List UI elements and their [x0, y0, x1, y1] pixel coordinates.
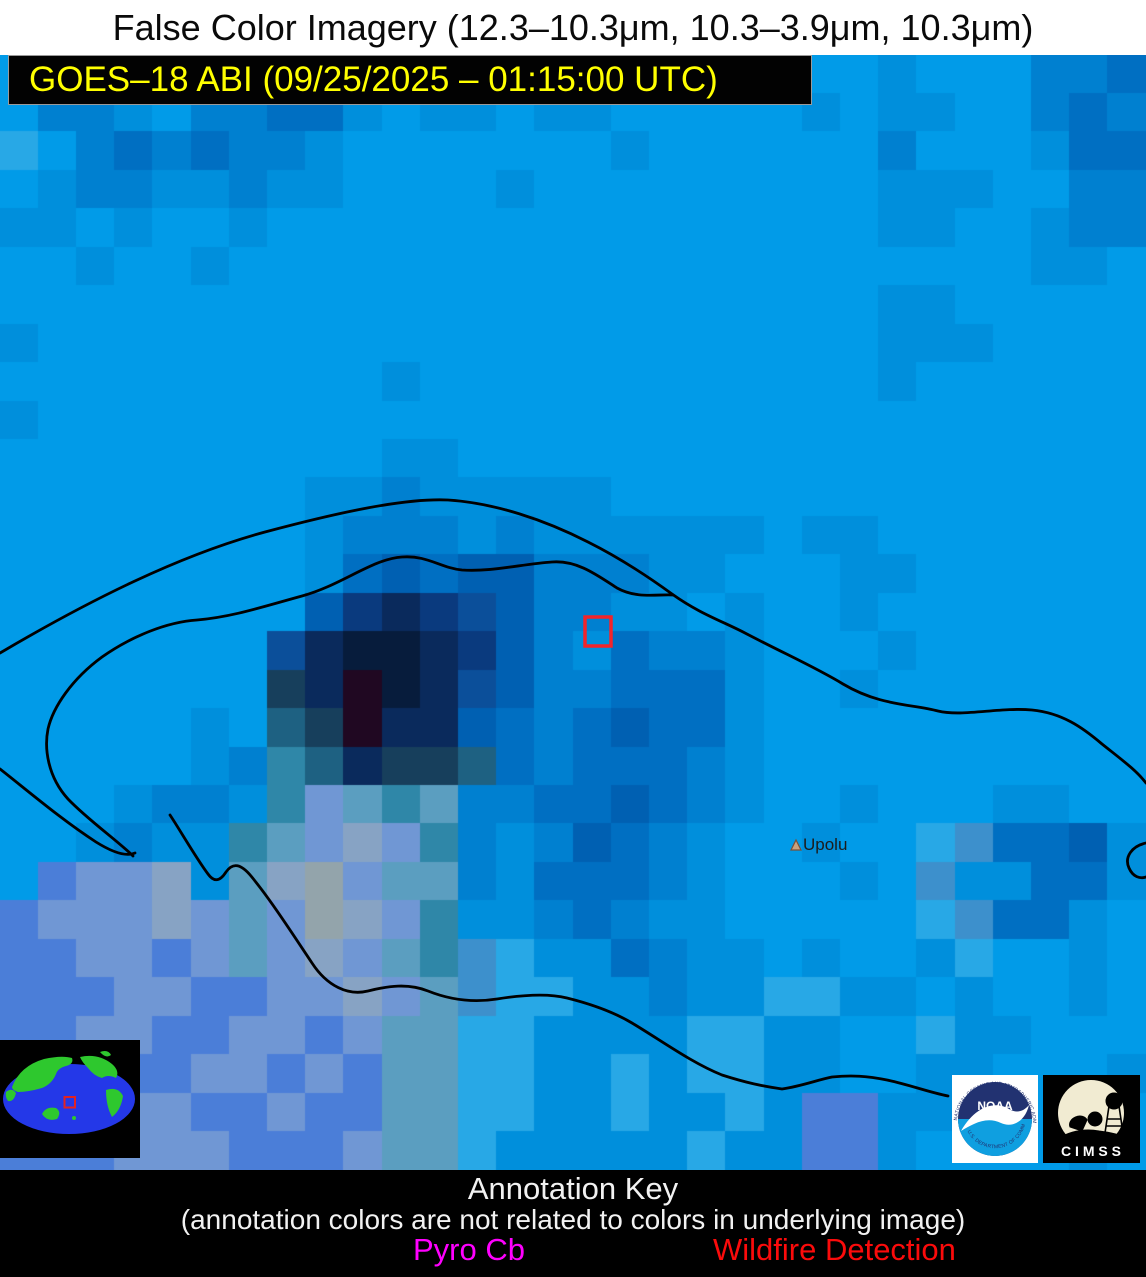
legend-pyro-cb: Pyro Cb: [413, 1232, 525, 1267]
satellite-timestamp-label: GOES–18 ABI (09/25/2025 – 01:15:00 UTC): [29, 60, 718, 99]
satellite-imagery: [0, 55, 1146, 1170]
globe-continents: [5, 1051, 123, 1120]
noaa-gull-icon: [961, 1105, 1029, 1131]
satellite-timestamp-box: GOES–18 ABI (09/25/2025 – 01:15:00 UTC): [8, 55, 812, 105]
cimss-logo: C I M S S: [1043, 1075, 1140, 1163]
annotation-key-title: Annotation Key: [467, 1171, 679, 1206]
title-bar: False Color Imagery (12.3–10.3μm, 10.3–3…: [0, 0, 1146, 55]
cimss-abbr: C I M S S: [1061, 1143, 1121, 1159]
globe-locator-inset: [0, 1040, 140, 1158]
page-title: False Color Imagery (12.3–10.3μm, 10.3–3…: [112, 6, 1034, 48]
annotation-key-band: Annotation Key (annotation colors are no…: [0, 1170, 1146, 1277]
noaa-abbr: NOAA: [977, 1099, 1013, 1113]
legend-wildfire-detection: Wildfire Detection: [713, 1232, 956, 1267]
globe-region-marker: [63, 1096, 76, 1109]
annotation-key-subtitle: (annotation colors are not related to co…: [180, 1204, 966, 1235]
noaa-logo: NOAA NATIONAL OCEANIC AND ATMOSPHERIC AD…: [950, 1071, 1038, 1163]
globe-map: [0, 1040, 140, 1158]
